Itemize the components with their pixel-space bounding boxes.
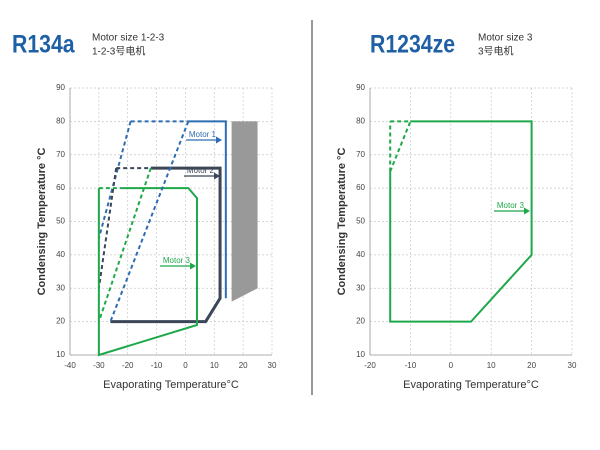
y-tick-label: 90	[56, 83, 65, 92]
subtitle: Motor size 3	[478, 33, 533, 44]
envelope	[97, 187, 198, 357]
legend-label: Motor 3	[163, 256, 191, 265]
arrow-head	[214, 172, 220, 180]
y-tick-label: 70	[56, 150, 65, 159]
x-tick-label: -10	[405, 361, 417, 370]
y-tick-label: 90	[356, 83, 365, 92]
chart-title: R134a	[12, 30, 76, 58]
arrow-head	[524, 207, 530, 215]
x-tick-label: -20	[122, 361, 134, 370]
x-tick-label: 20	[527, 361, 536, 370]
legend-label: Motor 2	[187, 166, 215, 175]
y-tick-label: 30	[56, 283, 65, 292]
x-axis-label: Evaporating Temperature°C	[103, 379, 239, 391]
y-tick-label: 70	[356, 150, 365, 159]
y-tick-label: 80	[356, 116, 365, 125]
y-tick-label: 40	[356, 250, 365, 259]
x-tick-label: 10	[210, 361, 219, 370]
arrow-head	[190, 262, 196, 270]
y-tick-label: 50	[56, 217, 65, 226]
y-tick-label: 50	[356, 217, 365, 226]
x-tick-label: 20	[239, 361, 248, 370]
y-tick-label: 10	[56, 350, 65, 359]
envelope-dashed	[389, 121, 412, 172]
x-tick-label: 30	[268, 361, 277, 370]
chart-title: R1234ze	[370, 30, 455, 58]
x-tick-label: -30	[93, 361, 105, 370]
y-tick-label: 30	[356, 283, 365, 292]
y-axis-label: Condensing Temperature °C	[336, 148, 348, 296]
envelope-dashed	[109, 121, 190, 322]
envelope-dashed	[97, 167, 118, 289]
legend-label: Motor 1	[189, 130, 217, 139]
y-tick-label: 60	[356, 183, 365, 192]
y-tick-label: 20	[56, 317, 65, 326]
envelope-dashed	[97, 167, 152, 322]
subtitle: Motor size 1-2-3	[92, 33, 165, 44]
subtitle: 3号电机	[478, 45, 514, 58]
x-tick-label: 0	[449, 361, 454, 370]
x-tick-label: -10	[151, 361, 163, 370]
envelope	[110, 166, 222, 324]
legend-label: Motor 3	[497, 201, 525, 210]
arrow-head	[216, 136, 222, 144]
y-axis-label: Condensing Temperature °C	[36, 148, 48, 296]
subtitle: 1-2-3号电机	[92, 45, 145, 58]
envelope	[188, 120, 227, 299]
y-tick-label: 20	[356, 317, 365, 326]
x-tick-label: 30	[568, 361, 577, 370]
envelope	[389, 120, 533, 323]
y-tick-label: 10	[356, 350, 365, 359]
x-tick-label: 10	[487, 361, 496, 370]
x-tick-label: 0	[183, 361, 188, 370]
y-tick-label: 80	[56, 116, 65, 125]
y-tick-label: 40	[56, 250, 65, 259]
y-tick-label: 60	[56, 183, 65, 192]
envelope-dashed	[97, 121, 132, 239]
region	[231, 121, 258, 302]
x-tick-label: -20	[364, 361, 376, 370]
x-axis-label: Evaporating Temperature°C	[403, 379, 539, 391]
x-tick-label: -40	[64, 361, 76, 370]
